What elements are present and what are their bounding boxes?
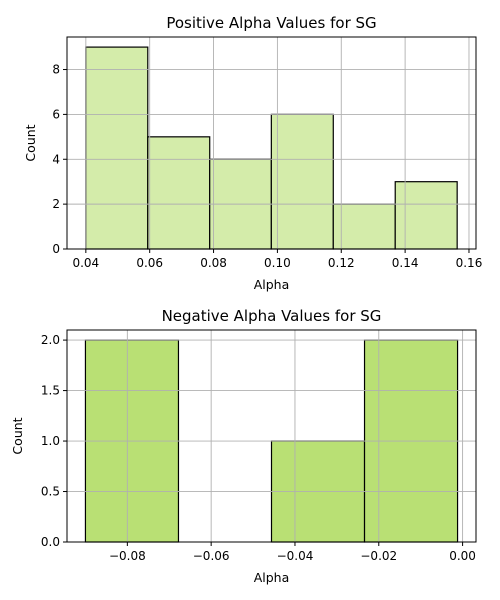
chart-title: Negative Alpha Values for SG <box>162 307 382 325</box>
y-tick-label: 0.0 <box>41 535 60 549</box>
x-tick-label: 0.00 <box>449 549 476 563</box>
x-tick-label: 0.12 <box>328 256 355 270</box>
y-axis-label: Count <box>23 124 38 161</box>
chart-1: 0.04 0.06 0.08 0.10 0.12 0.14 0.16 0 2 4 6 8 Positiv… <box>23 14 482 292</box>
x-tick-label: 0.14 <box>392 256 419 270</box>
x-axis-label: Alpha <box>254 277 290 292</box>
axes-frame <box>66 329 477 543</box>
y-tick-label: 1.5 <box>41 384 60 398</box>
x-ticks: 0.04 0.06 0.08 0.10 0.12 0.14 0.16 <box>72 249 482 270</box>
axes-frame <box>66 36 477 250</box>
x-tick-label: 0.16 <box>456 256 483 270</box>
x-axis-label: Alpha <box>254 570 290 585</box>
grid <box>67 37 476 250</box>
y-axis-label: Count <box>10 417 25 454</box>
x-tick-label: 0.08 <box>200 256 227 270</box>
x-tick-label: −0.06 <box>193 549 230 563</box>
x-tick-label: −0.04 <box>277 549 314 563</box>
y-ticks: 0 2 4 6 8 <box>52 63 67 256</box>
x-tick-label: 0.06 <box>136 256 163 270</box>
x-tick-label: 0.04 <box>72 256 99 270</box>
x-tick-label: −0.02 <box>360 549 397 563</box>
chart-2: −0.08 −0.06 −0.04 −0.02 0.00 0.0 0.5 1.0 1.5 2.0 N… <box>10 307 477 585</box>
y-tick-label: 2 <box>52 197 60 211</box>
y-tick-label: 8 <box>52 63 60 77</box>
bar <box>332 203 396 250</box>
x-tick-label: −0.08 <box>109 549 146 563</box>
x-tick-label: 0.10 <box>264 256 291 270</box>
bar <box>270 113 334 250</box>
y-ticks: 0.0 0.5 1.0 1.5 2.0 <box>41 333 67 549</box>
y-tick-label: 0 <box>52 242 60 256</box>
bar <box>394 181 458 250</box>
bars <box>85 46 458 250</box>
x-ticks: −0.08 −0.06 −0.04 −0.02 0.00 <box>109 542 476 563</box>
y-tick-label: 4 <box>52 152 60 166</box>
y-tick-label: 1.0 <box>41 434 60 448</box>
y-tick-label: 0.5 <box>41 485 60 499</box>
chart-title: Positive Alpha Values for SG <box>166 14 376 32</box>
bar <box>147 136 211 250</box>
y-tick-label: 2.0 <box>41 333 60 347</box>
bar <box>85 46 149 250</box>
y-tick-label: 6 <box>52 107 60 121</box>
